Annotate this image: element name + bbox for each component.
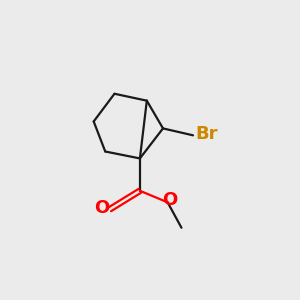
Text: O: O [94,199,110,217]
Text: O: O [162,191,178,209]
Text: Br: Br [196,125,218,143]
